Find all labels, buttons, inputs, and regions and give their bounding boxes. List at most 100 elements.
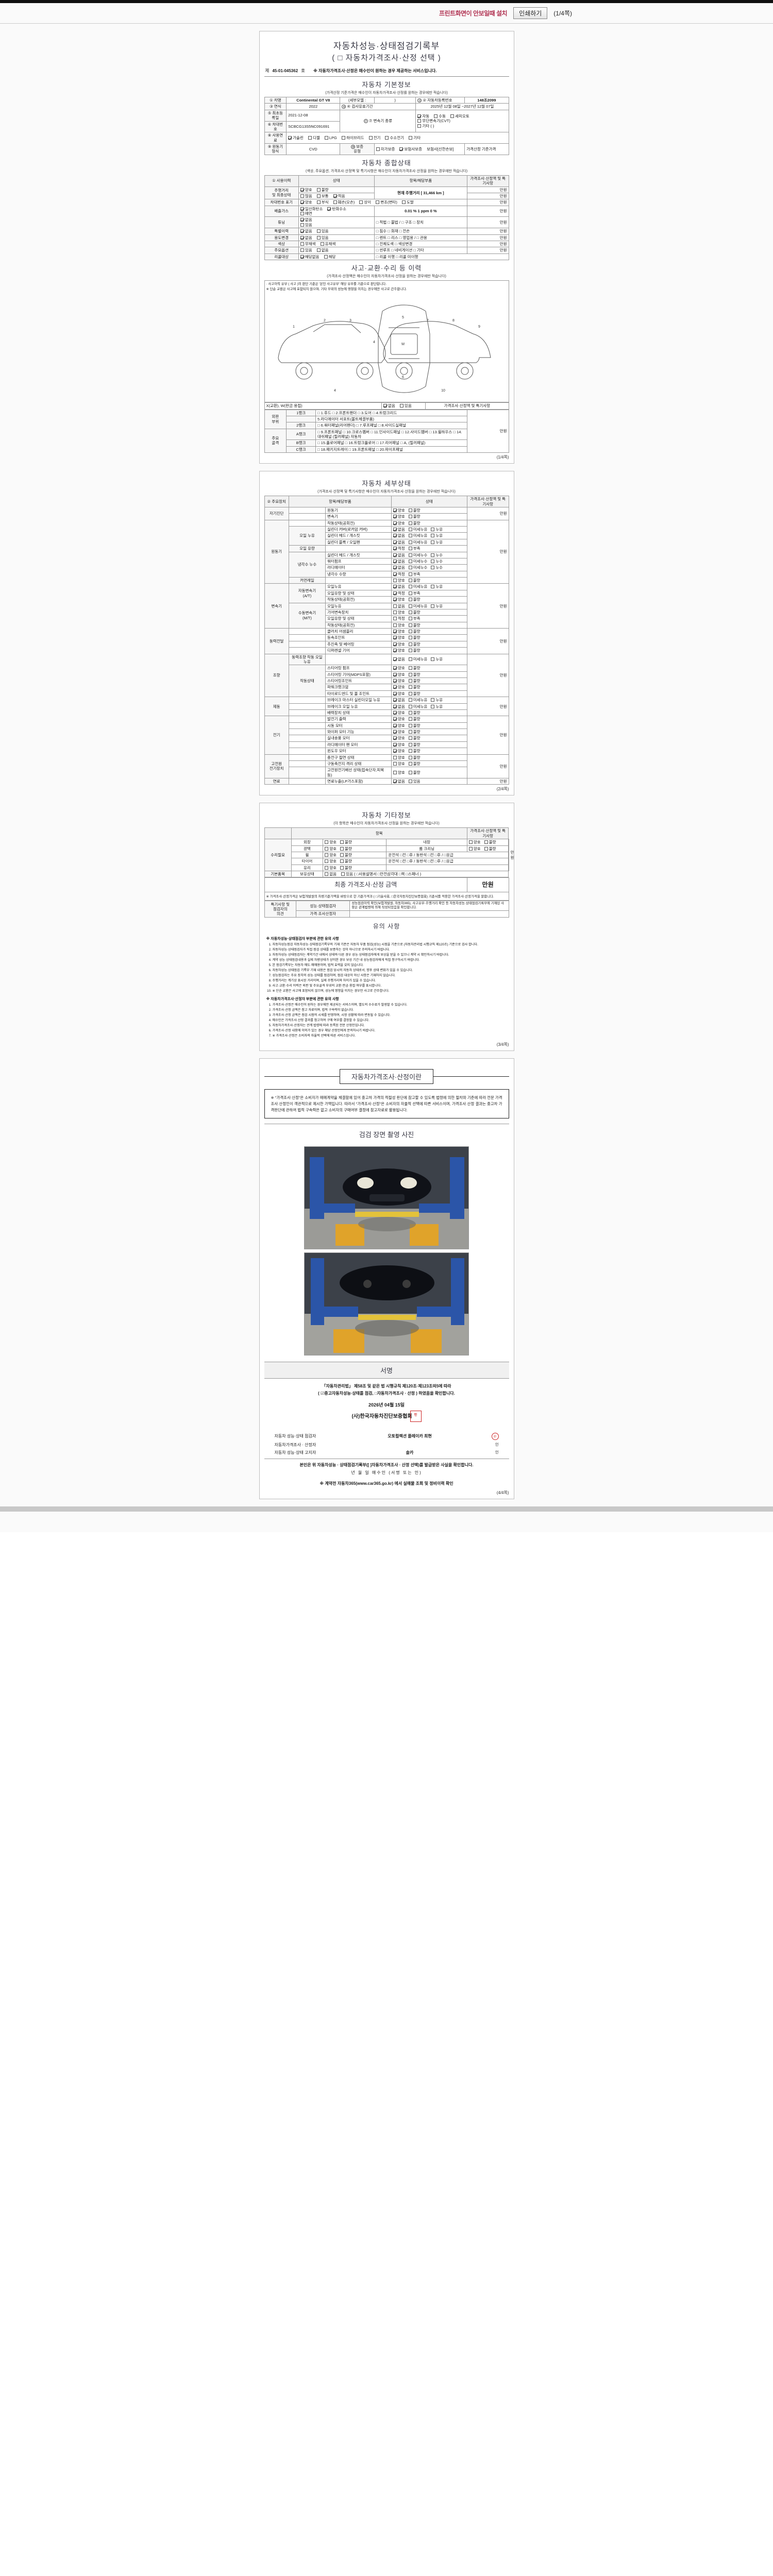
opt-repair-2-0[interactable]: 양호 [325, 853, 337, 857]
opt-detail-4-0-2[interactable]: 누유 [431, 657, 443, 662]
opt-detail-4-5-1[interactable]: 불량 [408, 691, 421, 696]
opt-vin-0[interactable]: 양호 [300, 200, 312, 205]
repair-sub[interactable]: 운전석 □전 □후 / 동반석 □전 □후 / □응급 [386, 858, 509, 865]
opt-detail-2-6-1[interactable]: 불량 [408, 623, 421, 628]
opt-repair-3-1[interactable]: 불량 [340, 859, 352, 863]
opt-detail-7-2-0[interactable]: 양호 [393, 770, 405, 775]
opt-detail-2-4-0[interactable]: 양호 [393, 610, 405, 615]
rank-items[interactable]: □ 18.패키지트레이 □ 19.프론트패널 □ 20.파이프패널 [315, 446, 467, 453]
opt-detail-5-0-0[interactable]: 없음 [393, 698, 405, 702]
opt-detail-8-0-1[interactable]: 있음 [408, 779, 421, 784]
opt-fuel-1[interactable]: 디젤 [308, 135, 320, 140]
opt-detail-7-1-1[interactable]: 불량 [408, 761, 421, 766]
opt-detail-1-1-0[interactable]: 없음 [393, 527, 405, 532]
opt-detail-6-1-1[interactable]: 불량 [408, 723, 421, 728]
opt-detail-1-7-1[interactable]: 미세누수 [408, 565, 427, 570]
opt-color-1[interactable]: 유채색 [320, 242, 335, 246]
opt-detail-3-0-1[interactable]: 불량 [408, 629, 421, 634]
opt-fuel-0[interactable]: 가솔린 [288, 135, 304, 140]
opt-detail-6-5-0[interactable]: 양호 [393, 749, 405, 753]
opt-recall-0[interactable]: 해당없음 [300, 255, 319, 259]
opt-detail-0-0-0[interactable]: 양호 [393, 508, 405, 513]
opt-detail-0-0-1[interactable]: 불량 [408, 508, 421, 513]
opt-detail-1-9-1[interactable]: 불량 [408, 578, 421, 583]
opt-trans-1[interactable]: 수동 [434, 114, 446, 118]
opt-detail-3-1-0[interactable]: 양호 [393, 635, 405, 640]
opt-detail-1-1-1[interactable]: 미세누유 [408, 527, 427, 532]
opt-detail-8-0-0[interactable]: 없음 [393, 779, 405, 784]
opt-detail-1-6-2[interactable]: 누수 [431, 559, 443, 564]
repair-sub[interactable] [386, 864, 509, 872]
opt-detail-4-0-1[interactable]: 미세누유 [408, 657, 427, 662]
opt-detail-5-1-1[interactable]: 미세누유 [408, 704, 427, 709]
opt-trans-0[interactable]: 자동 [417, 114, 429, 118]
opt-detail-6-0-0[interactable]: 양호 [393, 717, 405, 721]
opt-trans-3[interactable]: 무단변속기(CVT) [417, 118, 450, 123]
opt-detail-1-5-0[interactable]: 없음 [393, 553, 405, 557]
opt-detail-1-8-1[interactable]: 부족 [408, 572, 421, 577]
opt-mid[interactable]: 보통 [316, 194, 329, 198]
opt-vin-1[interactable]: 부식 [316, 200, 329, 205]
opt-fuel-5[interactable]: 수소전기 [385, 135, 404, 140]
trans-other-row[interactable]: 기타 ( ) [417, 124, 507, 128]
opt-detail-0-1-0[interactable]: 양호 [393, 514, 405, 519]
opt-detail-1-3-0[interactable]: 없음 [393, 540, 405, 545]
opt-detail-5-0-2[interactable]: 누유 [431, 698, 443, 702]
opt-repair2-0-0[interactable]: 양호 [468, 840, 481, 844]
opt-detail-6-4-1[interactable]: 불량 [408, 742, 421, 747]
inspection-photo-rear[interactable] [304, 1252, 469, 1356]
opt-detail-3-0-0[interactable]: 양호 [393, 629, 405, 634]
opt-repair2-0-1[interactable]: 불량 [484, 840, 496, 844]
opt-detail-6-3-0[interactable]: 양호 [393, 736, 405, 740]
opt-fuel-2[interactable]: LPG [324, 135, 337, 140]
opt-detail-1-4-0[interactable]: 적정 [393, 546, 405, 551]
opt-detail-6-5-1[interactable]: 불량 [408, 749, 421, 753]
opt-detail-4-4-0[interactable]: 양호 [393, 685, 405, 689]
car-diagram-svg[interactable]: 1 2 3 4 5 M 6 7 8 9 4 10 [273, 296, 500, 399]
opt-vin-3[interactable]: 상이 [359, 200, 371, 205]
opt-detail-2-3-2[interactable]: 누유 [431, 604, 443, 608]
opt-detail-7-0-0[interactable]: 양호 [393, 755, 405, 760]
opt-detail-2-2-0[interactable]: 양호 [393, 597, 405, 602]
opt-detail-1-7-2[interactable]: 누수 [431, 565, 443, 570]
opt-detail-1-3-1[interactable]: 미세누유 [408, 540, 427, 545]
opt-repair-0-1[interactable]: 불량 [340, 840, 352, 844]
opt-detail-6-0-1[interactable]: 불량 [408, 717, 421, 721]
opt-detail-1-6-1[interactable]: 미세누수 [408, 559, 427, 564]
opt-detail-1-2-0[interactable]: 없음 [393, 533, 405, 538]
opt-detail-4-4-1[interactable]: 불량 [408, 685, 421, 689]
opt-smoke[interactable]: 매연 [300, 211, 312, 216]
opt-detail-2-1-0[interactable]: 적정 [393, 591, 405, 596]
opt-repair2-1-0[interactable]: 양호 [468, 846, 481, 851]
opt-vin-4[interactable]: 변조(변타) [376, 200, 397, 205]
opt-detail-1-0-1[interactable]: 불량 [408, 521, 421, 526]
rank-items[interactable]: □ 15.플로어패널 □ 16.트렁크플로어 □ 17.리어패널 □ A, (필… [315, 439, 467, 447]
opt-detail-4-0-0[interactable]: 없음 [393, 657, 405, 662]
opt-detail-3-1-1[interactable]: 불량 [408, 635, 421, 640]
rank-items[interactable]: 5.라디에이터 서포트(볼트체결부품) [315, 415, 467, 423]
opt-detail-4-1-1[interactable]: 불량 [408, 666, 421, 670]
opt-detail-2-5-1[interactable]: 부족 [408, 616, 421, 621]
opt-use-none[interactable]: 없음 [300, 235, 312, 240]
opt-repair-4-1[interactable]: 불량 [340, 866, 352, 870]
opt-basic-yes[interactable]: 있음 ( □사용설명서 □안전삼각대 □잭 □스패너 ) [341, 872, 421, 876]
opt-detail-5-1-2[interactable]: 누유 [431, 704, 443, 709]
opt-detail-1-1-2[interactable]: 누유 [431, 527, 443, 532]
opt-detail-4-2-0[interactable]: 양호 [393, 672, 405, 677]
opt-fuel-6[interactable]: 기타 [409, 135, 421, 140]
opt-detail-3-3-0[interactable]: 양호 [393, 648, 405, 653]
opt-bad[interactable]: 불량 [316, 188, 329, 192]
opt-repair2-1-1[interactable]: 불량 [484, 846, 496, 851]
opt-detail-6-4-0[interactable]: 양호 [393, 742, 405, 747]
opt-detail-6-1-0[interactable]: 양호 [393, 723, 405, 728]
opt-special-none[interactable]: 없음 [300, 229, 312, 233]
opt-detail-1-5-1[interactable]: 미세누수 [408, 553, 427, 557]
opt-use-yes[interactable]: 있음 [316, 235, 329, 240]
opt-detail-1-2-2[interactable]: 누유 [431, 533, 443, 538]
opt-good[interactable]: 양호 [300, 188, 312, 192]
opt-detail-1-3-2[interactable]: 누유 [431, 540, 443, 545]
opt-detail-5-2-1[interactable]: 불량 [408, 710, 421, 715]
opt-detail-2-5-0[interactable]: 적정 [393, 616, 405, 621]
opt-option-1[interactable]: 없음 [316, 248, 329, 252]
opt-detail-0-1-1[interactable]: 불량 [408, 514, 421, 519]
